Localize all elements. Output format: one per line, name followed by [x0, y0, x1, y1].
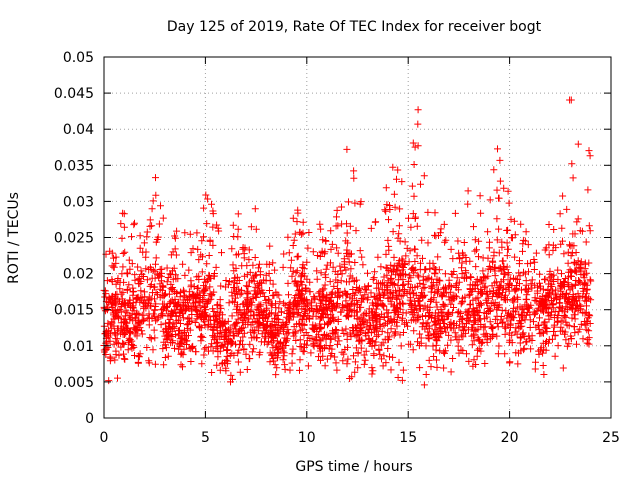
x-tick-label: 15	[399, 430, 417, 446]
y-tick-label: 0.015	[54, 303, 94, 319]
plot-border	[103, 56, 612, 419]
y-tick-label: 0.02	[63, 267, 94, 283]
y-tick-label: 0.03	[63, 194, 94, 210]
y-tick-label: 0.01	[63, 339, 94, 355]
y-tick-label: 0	[85, 411, 94, 427]
y-tick-label: 0.035	[54, 158, 94, 174]
x-tick-label: 0	[100, 430, 109, 446]
x-tick-label: 5	[201, 430, 210, 446]
x-tick-label: 10	[298, 430, 316, 446]
grid-lines	[104, 57, 611, 418]
chart-title: Day 125 of 2019, Rate Of TEC Index for r…	[167, 19, 542, 35]
axes: 0 0.005 0.01 0.015 0.02 0.025 0.03 0.035 0.04 0.0…	[54, 50, 620, 446]
x-tick-label: 25	[602, 430, 620, 446]
y-axis-label: ROTI / TECUs	[6, 192, 22, 284]
y-tick-label: 0.005	[54, 375, 94, 391]
y-tick-label: 0.045	[54, 86, 94, 102]
data-points	[100, 96, 595, 389]
x-axis-label: GPS time / hours	[295, 459, 412, 475]
y-tick-label: 0.025	[54, 231, 94, 247]
y-tick-label: 0.04	[63, 122, 94, 138]
x-tick-label: 20	[501, 430, 519, 446]
y-tick-label: 0.05	[63, 50, 94, 66]
roti-series-points	[100, 96, 595, 389]
